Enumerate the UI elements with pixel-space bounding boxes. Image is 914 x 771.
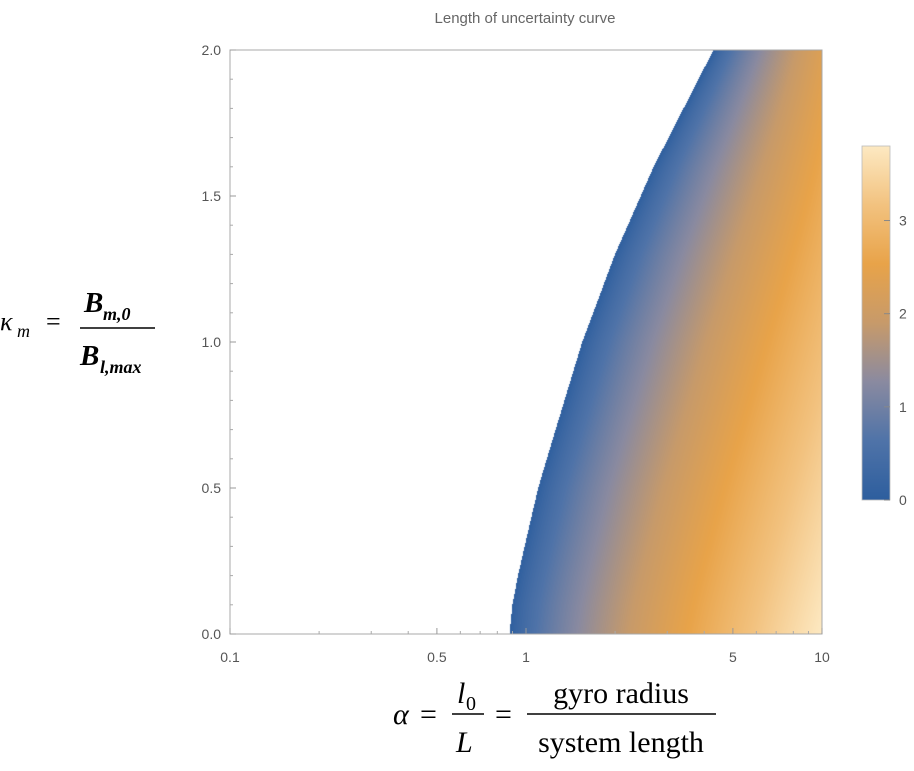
y-label-lhs: κ	[0, 307, 13, 336]
y-label-equals: =	[46, 307, 61, 336]
y-label-numerator: B	[83, 287, 103, 319]
colorbar-tick-label: 2	[899, 306, 907, 322]
colorbar-ticks: 0 1 2 3	[884, 213, 907, 508]
colorbar-tick-label: 3	[899, 213, 907, 229]
y-tick-label: 1.0	[202, 334, 222, 350]
y-tick-label: 0.0	[202, 626, 222, 642]
x-label-frac1-numerator: l	[457, 677, 465, 710]
colorbar-tick-label: 1	[899, 399, 907, 415]
x-axis-ticks: 0.1 0.5 1 5 10	[220, 628, 830, 665]
x-axis-label: α = l 0 L = gyro radius system length	[393, 677, 716, 759]
x-label-frac1-numerator-sub: 0	[466, 693, 476, 715]
chart-title: Length of uncertainty curve	[435, 10, 616, 27]
x-label-frac1-denominator: L	[455, 726, 473, 759]
y-label-denominator: B	[79, 340, 99, 372]
x-tick-label: 5	[729, 649, 737, 665]
y-axis-label: κ m = B m,0 B l,max	[0, 287, 155, 377]
x-label-equals-2: =	[495, 698, 512, 731]
colorbar-bar	[861, 145, 891, 501]
y-tick-label: 1.5	[202, 188, 222, 204]
x-tick-label: 1	[522, 649, 530, 665]
x-tick-label: 0.1	[220, 649, 240, 665]
x-tick-label: 10	[814, 649, 830, 665]
x-label-equals-1: =	[420, 698, 437, 731]
y-tick-label: 2.0	[202, 42, 222, 58]
y-label-denominator-sub: l,max	[100, 357, 142, 377]
y-tick-label: 0.5	[202, 480, 222, 496]
y-label-lhs-sub: m	[17, 321, 30, 341]
x-label-frac2-numerator: gyro radius	[553, 677, 689, 710]
y-label-numerator-sub: m,0	[103, 304, 131, 324]
x-label-lhs: α	[393, 698, 410, 731]
heatmap-image	[230, 50, 822, 634]
x-label-frac2-denominator: system length	[538, 726, 704, 759]
y-axis-ticks: 0.0 0.5 1.0 1.5 2.0	[202, 42, 236, 642]
x-tick-label: 0.5	[427, 649, 447, 665]
colorbar-tick-label: 0	[899, 492, 907, 508]
colorbar: 0 1 2 3	[861, 145, 907, 508]
heatmap-layer	[230, 50, 822, 634]
